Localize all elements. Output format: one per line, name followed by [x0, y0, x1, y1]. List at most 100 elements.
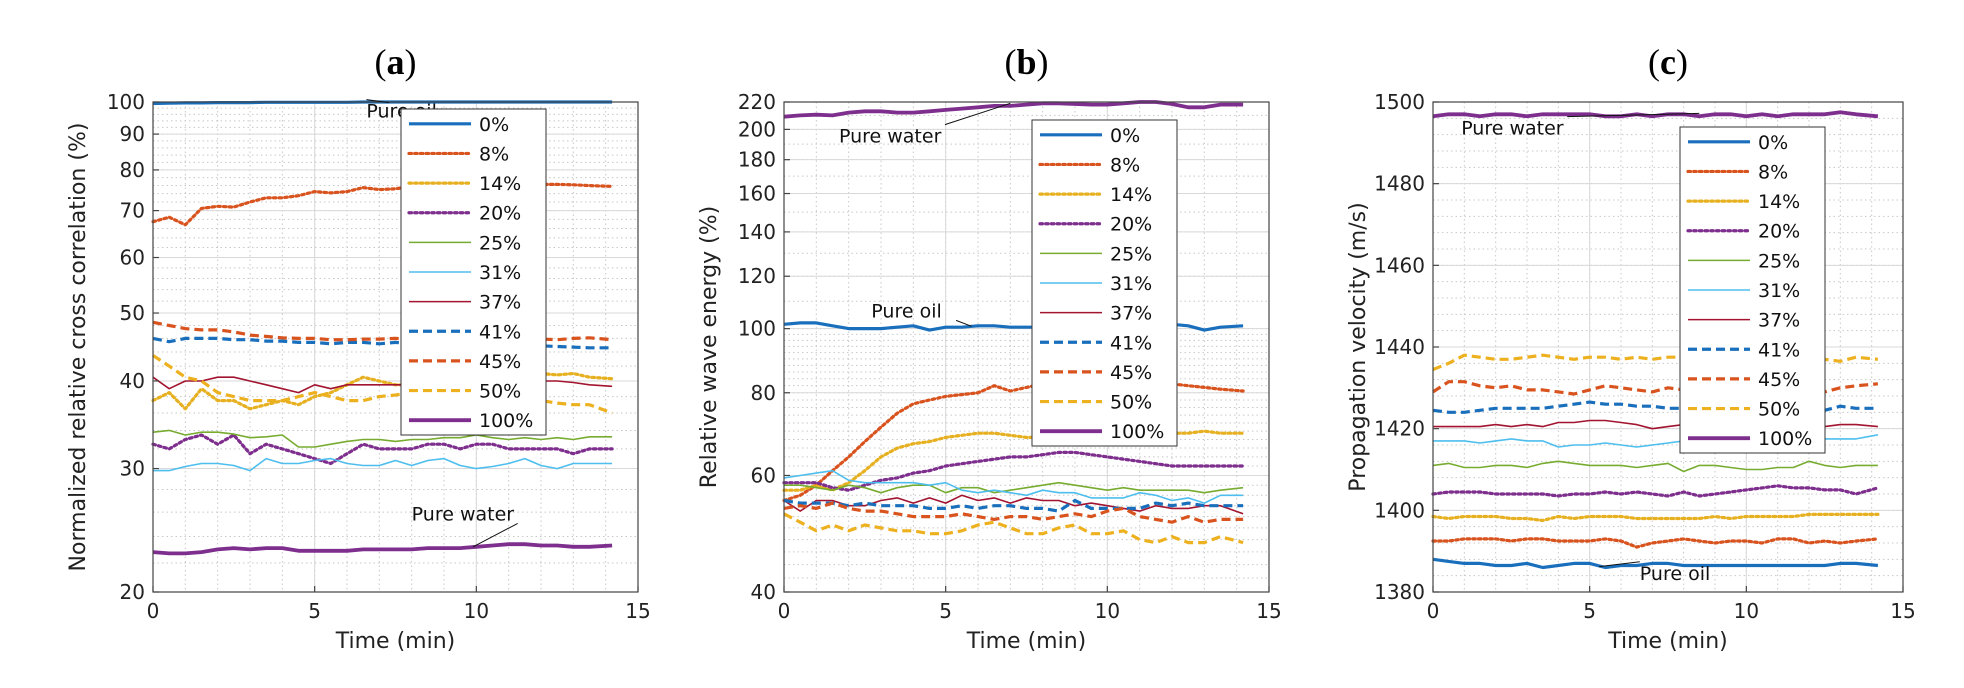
legend-label: 25% [1758, 250, 1800, 272]
legend-label: 25% [479, 232, 521, 254]
series-line-25pct [1432, 460, 1878, 473]
y-tick-label: 90 [120, 122, 145, 146]
x-axis-label: Time (min) [335, 629, 456, 654]
y-tick-label: 60 [120, 246, 145, 270]
series-line-25pct [152, 429, 613, 448]
y-axis-label: Relative wave energy (%) [697, 206, 722, 488]
y-tick-label: 160 [738, 182, 776, 206]
series-line-37pct [783, 494, 1244, 515]
legend-label: 100% [479, 410, 533, 432]
annotation-leader [1567, 112, 1700, 118]
legend-label: 20% [1110, 214, 1152, 236]
legend-label: 41% [1758, 339, 1800, 361]
panel-title-paren-close: ) [405, 42, 417, 82]
legend-label: 37% [1758, 310, 1800, 332]
legend-label: 0% [1758, 132, 1788, 154]
y-tick-label: 50 [120, 301, 145, 325]
series-line-8pct [1431, 537, 1880, 549]
legend-label: 31% [1758, 280, 1800, 302]
x-tick-label: 15 [625, 599, 650, 623]
series-line-100pct [1432, 110, 1879, 119]
y-tick-label: 180 [738, 148, 776, 172]
y-axis-label: Normalized relative cross correlation (%… [66, 123, 91, 572]
x-tick-label: 0 [778, 599, 791, 623]
legend-label: 31% [479, 262, 521, 284]
annotation-label: Pure water [1461, 118, 1564, 140]
annotation-label: Pure oil [871, 300, 941, 322]
legend-label: 37% [1110, 303, 1152, 325]
panel-c: 0 5 10 15 1380 1400 1420 1440 1460 1480 1500 Time (… [1346, 42, 1916, 654]
y-tick-label: 1380 [1374, 580, 1425, 604]
y-tick-label: 80 [120, 158, 145, 182]
y-tick-label: 20 [120, 580, 145, 604]
panel-title: (c) [1648, 42, 1688, 82]
series-line-100pct [783, 100, 1244, 119]
legend-label: 20% [479, 203, 521, 225]
panel-title-letter: a [387, 42, 405, 82]
y-tick-label: 70 [120, 199, 145, 223]
annotation-label: Pure water [839, 126, 942, 148]
series-line-100pct [152, 542, 613, 556]
y-tick-label: 100 [738, 317, 776, 341]
series-line-41pct [783, 498, 1244, 513]
series-line-20pct [151, 433, 614, 466]
legend-label: 45% [1758, 369, 1800, 391]
legend-label: 100% [1758, 428, 1812, 450]
x-tick-label: 15 [1256, 599, 1281, 623]
y-tick-label: 40 [751, 580, 776, 604]
panel-a: 0 5 10 15 20 30 40 50 60 70 80 90 100 Time (min) Norma… [66, 42, 651, 654]
legend-label: 20% [1758, 221, 1800, 243]
x-tick-label: 10 [1095, 599, 1120, 623]
y-tick-label: 80 [751, 381, 776, 405]
legend-label: 50% [1758, 399, 1800, 421]
panel-title-paren-close: ) [1676, 42, 1688, 82]
panel-b: 0 5 10 15 40 60 80 100 120 140 160 180 200 220 Time (m… [697, 42, 1282, 654]
panel-title-paren-open: ( [375, 42, 387, 82]
y-tick-label: 140 [738, 220, 776, 244]
x-tick-label: 10 [464, 599, 489, 623]
annotation-leader [955, 319, 972, 327]
y-tick-label: 200 [738, 117, 776, 141]
legend-label: 45% [479, 351, 521, 373]
y-tick-label: 40 [120, 369, 145, 393]
legend-label: 14% [1110, 184, 1152, 206]
y-tick-label: 1400 [1374, 498, 1425, 522]
annotation-label: Pure water [412, 503, 515, 525]
y-axis-label: Propagation velocity (m/s) [1346, 202, 1371, 491]
annotation-leader [366, 99, 390, 104]
legend-label: 8% [1110, 154, 1140, 176]
axes-box [152, 101, 639, 593]
series-line-20pct [782, 450, 1245, 492]
y-tick-label: 1420 [1374, 417, 1425, 441]
legend: 0% 8% 14% 20% 25% 31% 37% 41% 45% 50% 100% [1031, 119, 1178, 447]
series-line-25pct [784, 481, 1244, 494]
legend-label: 31% [1110, 273, 1152, 295]
y-tick-label: 30 [120, 457, 145, 481]
legend-label: 8% [479, 143, 509, 165]
x-axis-label: Time (min) [1607, 629, 1728, 654]
panel-title-paren-open: ( [1004, 42, 1016, 82]
legend-label: 37% [479, 292, 521, 314]
x-tick-label: 5 [308, 599, 321, 623]
x-tick-label: 0 [1427, 599, 1440, 623]
series-line-31pct [153, 457, 613, 472]
annotation-leader [472, 522, 518, 548]
legend-label: 100% [1110, 421, 1164, 443]
legend-label: 14% [1758, 191, 1800, 213]
panel-title-paren-close: ) [1037, 42, 1049, 82]
panel-title-letter: c [1660, 42, 1676, 82]
y-tick-label: 1460 [1374, 253, 1425, 277]
y-tick-label: 100 [107, 90, 145, 114]
y-tick-label: 1500 [1374, 90, 1425, 114]
legend-label: 25% [1110, 243, 1152, 265]
axes-box [783, 101, 1270, 593]
legend-label: 14% [479, 173, 521, 195]
series-line-45pct [783, 501, 1244, 524]
x-tick-label: 10 [1734, 599, 1759, 623]
x-tick-label: 15 [1890, 599, 1915, 623]
series-line-0pct [1432, 557, 1879, 570]
y-tick-label: 60 [751, 463, 776, 487]
x-axis-label: Time (min) [966, 629, 1087, 654]
series-line-50pct [783, 512, 1244, 545]
